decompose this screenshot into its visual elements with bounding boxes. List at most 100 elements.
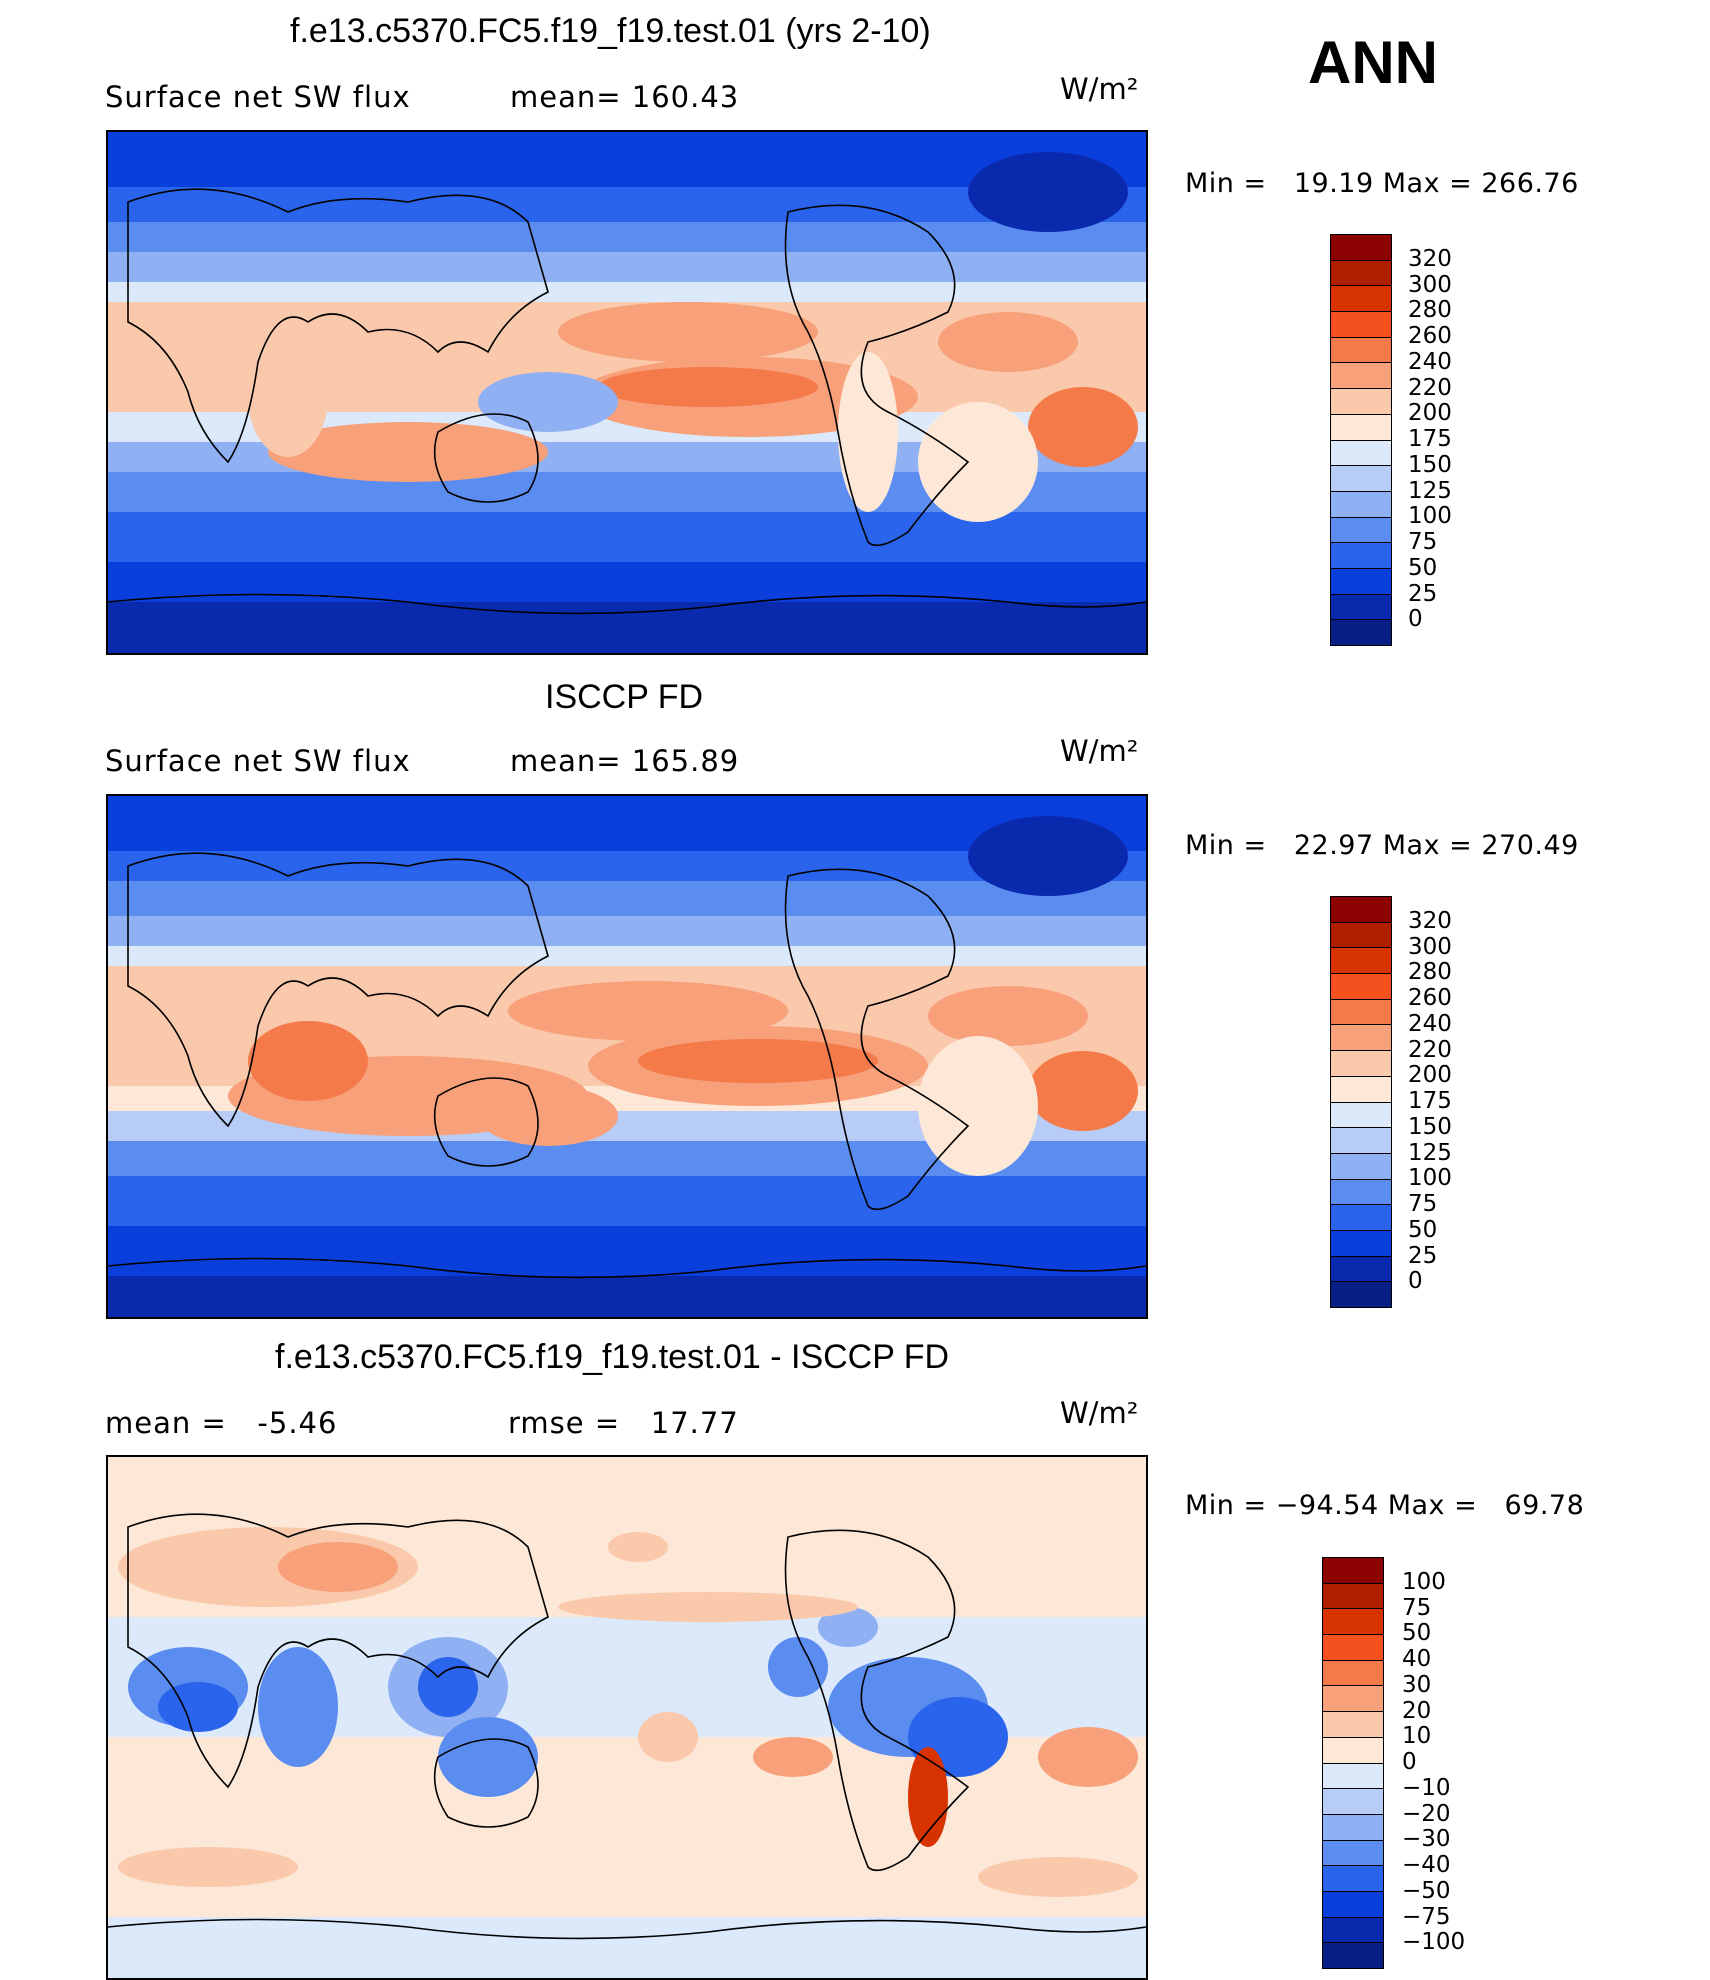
colorbar-swatch <box>1323 1789 1383 1815</box>
colorbar-tick-label: −75 <box>1402 1903 1451 1930</box>
colorbar-swatch <box>1331 922 1391 949</box>
colorbar-swatch <box>1331 1230 1391 1257</box>
colorbar-tick-label: 220 <box>1408 374 1452 401</box>
colorbar-swatch <box>1331 414 1391 441</box>
colorbar-tick-label: −100 <box>1402 1929 1466 1956</box>
colorbar-tick-label: 320 <box>1408 245 1452 272</box>
colorbar-tick-label: 40 <box>1402 1646 1432 1672</box>
panel-1-colorbar <box>1330 234 1392 646</box>
colorbar-tick-label: 25 <box>1408 1242 1438 1269</box>
colorbar-tick-label: 0 <box>1402 1749 1417 1775</box>
colorbar-swatch <box>1323 1635 1383 1661</box>
colorbar-tick-label: 240 <box>1408 348 1452 375</box>
colorbar-swatch <box>1331 1153 1391 1180</box>
colorbar-swatch <box>1323 1917 1383 1944</box>
colorbar-swatch <box>1323 1814 1383 1841</box>
colorbar-tick-label: 280 <box>1408 959 1452 986</box>
colorbar-tick-label: 100 <box>1402 1568 1446 1595</box>
colorbar-swatch <box>1331 337 1391 364</box>
colorbar-swatch <box>1331 1179 1391 1206</box>
colorbar-swatch <box>1331 543 1391 569</box>
panel-2-mean: mean= 165.89 <box>510 744 740 778</box>
panel-2-units: W/m² <box>1060 734 1139 768</box>
colorbar-swatch <box>1331 1051 1391 1077</box>
colorbar-tick-label: −50 <box>1402 1877 1451 1904</box>
colorbar-tick-label: −10 <box>1402 1774 1451 1801</box>
colorbar-tick-label: 200 <box>1408 400 1452 427</box>
panel-1-title: f.e13.c5370.FC5.f19_f19.test.01 (yrs 2-1… <box>290 12 931 50</box>
colorbar-swatch <box>1331 999 1391 1026</box>
panel-3-rmse: rmse = 17.77 <box>508 1406 739 1440</box>
colorbar-swatch <box>1331 620 1391 645</box>
colorbar-swatch <box>1331 260 1391 287</box>
panel-1-map <box>106 130 1148 655</box>
colorbar-swatch <box>1331 235 1391 261</box>
panel-1-variable: Surface net SW flux <box>105 80 411 114</box>
colorbar-tick-label: 75 <box>1408 1191 1438 1217</box>
colorbar-tick-label: 150 <box>1408 451 1452 478</box>
colorbar-swatch <box>1323 1712 1383 1738</box>
panel-2-variable: Surface net SW flux <box>105 744 411 778</box>
panel-3-colorbar <box>1322 1557 1384 1969</box>
colorbar-swatch <box>1331 1102 1391 1129</box>
colorbar-swatch <box>1331 897 1391 923</box>
panel-2-colorbar-labels: 320 300 280 260 240 220 200 175 150 125 100 75 50 25 0 <box>1408 896 1508 1308</box>
panel-1-minmax: Min = 19.19 Max = 266.76 <box>1185 168 1579 199</box>
colorbar-tick-label: 100 <box>1408 1165 1452 1192</box>
colorbar-tick-label: 320 <box>1408 907 1452 934</box>
panel-3-title: f.e13.c5370.FC5.f19_f19.test.01 - ISCCP … <box>275 1338 950 1376</box>
colorbar-swatch <box>1331 286 1391 313</box>
colorbar-tick-label: 125 <box>1408 477 1452 504</box>
colorbar-tick-label: 30 <box>1402 1671 1432 1698</box>
colorbar-tick-label: 200 <box>1408 1062 1452 1089</box>
colorbar-tick-label: 50 <box>1408 1216 1438 1243</box>
colorbar-swatch <box>1331 1128 1391 1154</box>
colorbar-swatch <box>1331 312 1391 338</box>
colorbar-tick-label: 0 <box>1408 606 1423 633</box>
colorbar-tick-label: 280 <box>1408 297 1452 324</box>
panel-1-colorbar-labels: 320 300 280 260 240 220 200 175 150 125 100 75 50 25 0 <box>1408 234 1508 646</box>
panel-3-units: W/m² <box>1060 1396 1139 1430</box>
panel-2-map <box>106 794 1148 1319</box>
colorbar-swatch <box>1331 1076 1391 1103</box>
panel-2-colorbar <box>1330 896 1392 1308</box>
colorbar-tick-label: 0 <box>1408 1268 1423 1295</box>
colorbar-tick-label: 300 <box>1408 271 1452 298</box>
colorbar-swatch <box>1331 948 1391 975</box>
colorbar-swatch <box>1323 1840 1383 1867</box>
colorbar-swatch <box>1323 1609 1383 1636</box>
colorbar-swatch <box>1331 594 1391 621</box>
colorbar-swatch <box>1323 1866 1383 1892</box>
colorbar-swatch <box>1323 1660 1383 1687</box>
colorbar-swatch <box>1331 568 1391 595</box>
colorbar-swatch <box>1331 466 1391 492</box>
colorbar-tick-label: 240 <box>1408 1010 1452 1037</box>
colorbar-tick-label: 20 <box>1402 1697 1432 1724</box>
colorbar-swatch <box>1323 1737 1383 1764</box>
colorbar-tick-label: 300 <box>1408 933 1452 960</box>
colorbar-tick-label: 150 <box>1408 1113 1452 1140</box>
colorbar-tick-label: −30 <box>1402 1826 1451 1853</box>
colorbar-swatch <box>1331 440 1391 467</box>
panel-3-minmax: Min = −94.54 Max = 69.78 <box>1185 1490 1585 1521</box>
colorbar-swatch <box>1331 517 1391 544</box>
panel-3-map <box>106 1455 1148 1980</box>
panel-1-mean: mean= 160.43 <box>510 80 740 114</box>
panel-2-title: ISCCP FD <box>545 678 704 716</box>
colorbar-swatch <box>1323 1558 1383 1584</box>
colorbar-tick-label: 260 <box>1408 985 1452 1011</box>
colorbar-tick-label: 260 <box>1408 323 1452 349</box>
colorbar-tick-label: 175 <box>1408 1088 1452 1114</box>
panel-2-minmax: Min = 22.97 Max = 270.49 <box>1185 830 1579 861</box>
colorbar-tick-label: 75 <box>1408 529 1438 555</box>
colorbar-swatch <box>1331 1282 1391 1307</box>
colorbar-swatch <box>1323 1891 1383 1918</box>
panel-3-mean: mean = -5.46 <box>105 1406 338 1440</box>
colorbar-swatch <box>1331 1205 1391 1231</box>
colorbar-tick-label: −40 <box>1402 1852 1451 1878</box>
colorbar-swatch <box>1331 974 1391 1000</box>
panel-3-colorbar-labels: 100 75 50 40 30 20 10 0 −10 −20 −30 −40 −50 −75 −100 <box>1402 1557 1512 1969</box>
colorbar-swatch <box>1331 491 1391 518</box>
colorbar-swatch <box>1323 1583 1383 1610</box>
colorbar-tick-label: 75 <box>1402 1594 1432 1621</box>
